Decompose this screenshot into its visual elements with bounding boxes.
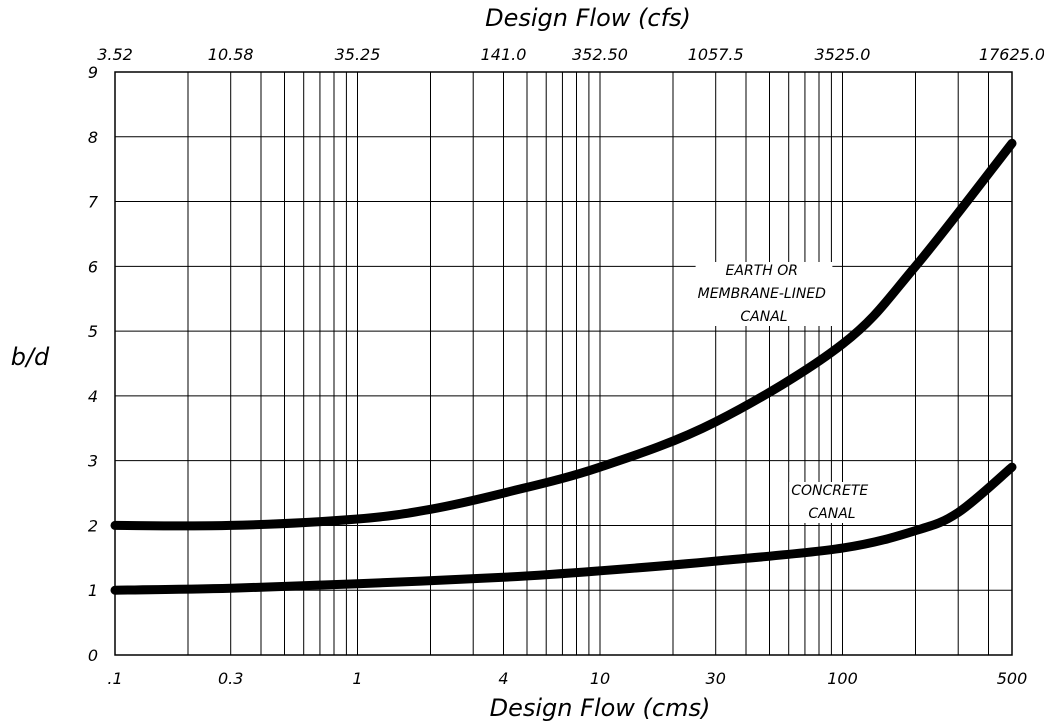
y-tick-label: 9 (88, 63, 98, 82)
y-axis-ticks: 0 1 2 3 4 5 6 7 8 9 (88, 63, 99, 665)
grid-lines (114, 71, 1013, 656)
concrete-canal-annotation-line: CONCRETE (791, 483, 868, 499)
y-tick-label: 5 (88, 322, 98, 341)
earth-canal-annotation-line: MEMBRANE-LINED (698, 286, 827, 302)
x2-tick-label: 17625.0 (979, 45, 1044, 64)
bottom-axis-ticks: .1 0.3 1 4 10 30 100 500 (107, 669, 1027, 688)
y-tick-label: 3 (88, 452, 98, 471)
y-tick-label: 1 (88, 581, 98, 600)
earth-canal-annotation-line: CANAL (740, 309, 787, 325)
y-tick-label: 0 (88, 646, 98, 665)
x2-tick-label: 141.0 (481, 45, 527, 64)
x-tick-label: 1 (352, 669, 362, 688)
earth-canal-annotation: EARTH OR MEMBRANE-LINED CANAL (698, 263, 831, 325)
plot-frame (114, 71, 1013, 656)
top-axis-title: Design Flow (cfs) (485, 4, 691, 32)
x-tick-label: 4 (498, 669, 508, 688)
y-tick-label: 8 (88, 128, 98, 147)
x2-tick-label: 10.58 (208, 45, 254, 64)
curves (110, 138, 1017, 595)
top-axis-ticks: 3.52 10.58 35.25 141.0 352.50 1057.5 3525.0 176… (97, 45, 1044, 64)
x-axis-title: Design Flow (cms) (490, 694, 711, 722)
annotation-background (695, 262, 833, 326)
y-axis-title: b/d (11, 343, 50, 371)
concrete-canal-annotation-line: CANAL (808, 506, 855, 522)
earth-canal-annotation-line: EARTH OR (726, 263, 798, 279)
x-tick-label: 100 (827, 669, 858, 688)
x2-tick-label: 1057.5 (688, 45, 744, 64)
x-tick-label: 500 (997, 669, 1028, 688)
y-tick-label: 7 (88, 193, 99, 212)
concrete-canal-annotation: CONCRETE CANAL (791, 483, 872, 522)
concrete-canal-curve (110, 462, 1017, 595)
annotation-background (789, 482, 875, 523)
y-tick-label: 2 (88, 516, 98, 535)
x2-tick-label: 352.50 (572, 45, 628, 64)
x-tick-label: 10 (590, 669, 610, 688)
earth-canal-curve (110, 138, 1017, 531)
y-tick-label: 6 (88, 257, 98, 276)
x-tick-label: 0.3 (218, 669, 243, 688)
y-tick-label: 4 (88, 387, 98, 406)
x2-tick-label: 35.25 (335, 45, 381, 64)
x2-tick-label: 3525.0 (815, 45, 871, 64)
x-tick-label: .1 (107, 669, 122, 688)
x2-tick-label: 3.52 (97, 45, 133, 64)
x-tick-label: 30 (706, 669, 726, 688)
